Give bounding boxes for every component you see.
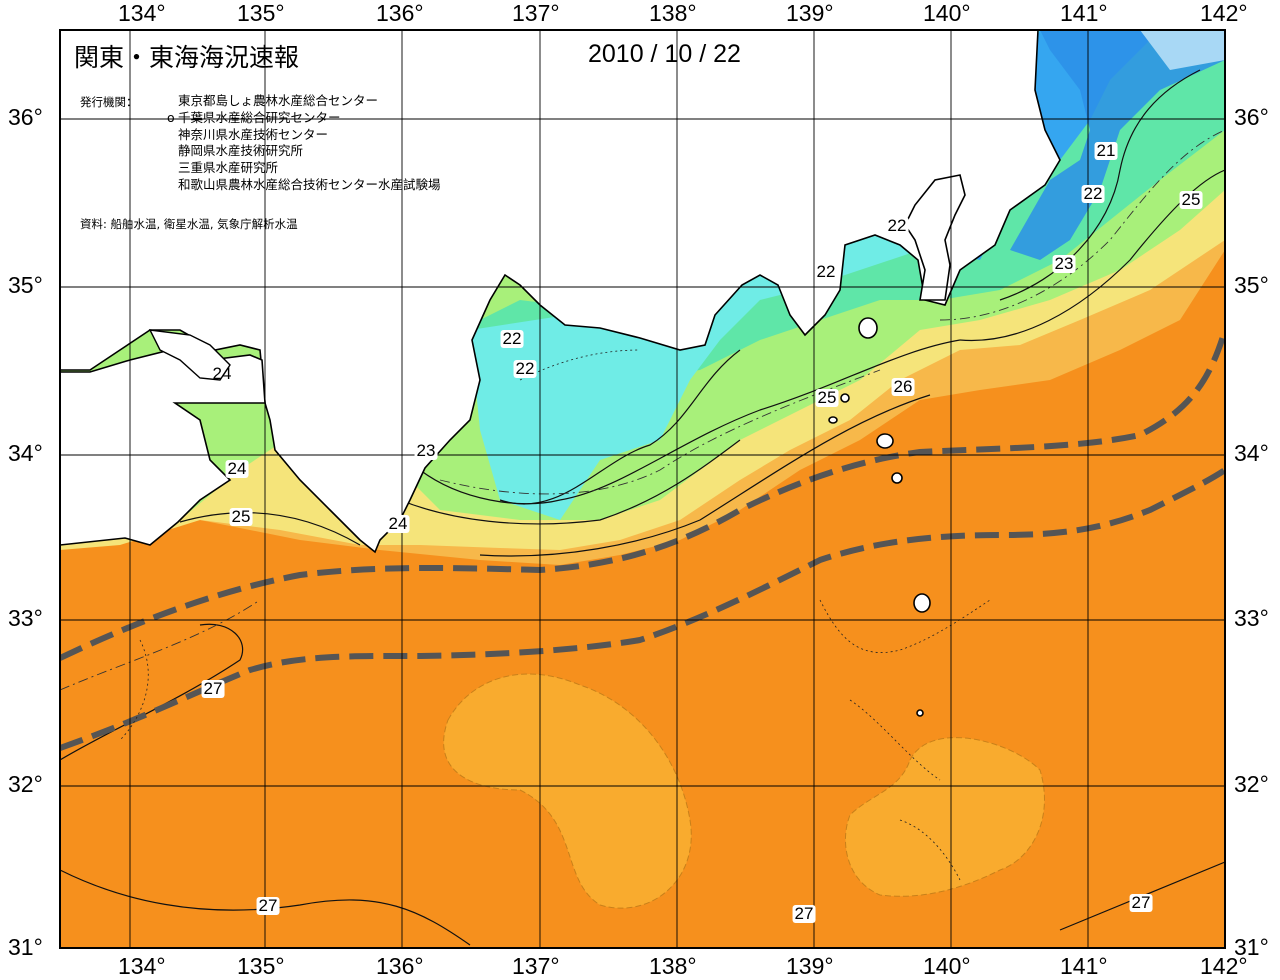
warm-eddy-east xyxy=(844,737,1045,897)
lon-tick-top: 139° xyxy=(786,0,834,26)
contour-label: 22 xyxy=(1081,184,1105,203)
lon-tick-bottom: 136° xyxy=(376,953,424,979)
lon-tick-top: 138° xyxy=(649,0,697,26)
marked-publisher-circle: o xyxy=(167,109,175,125)
isotherm-22 xyxy=(499,349,741,505)
island-small-2 xyxy=(840,393,850,403)
contour-label: 27 xyxy=(1129,893,1153,912)
lon-tick-top: 141° xyxy=(1060,0,1108,26)
lat-tick-right: 34° xyxy=(1234,440,1269,466)
contour-label: 24 xyxy=(225,459,249,478)
contour-label: 25 xyxy=(229,507,253,526)
publishers-label: 発行機関： xyxy=(80,95,138,109)
lon-tick-bottom: 137° xyxy=(512,953,560,979)
lon-tick-top: 140° xyxy=(923,0,971,26)
contour-label: 23 xyxy=(1052,254,1076,273)
lon-tick-top: 135° xyxy=(237,0,285,26)
publisher-item: 三重県水産研究所 xyxy=(178,160,279,176)
data-source: 資料: 船舶水温, 衛星水温, 気象庁解析水温 xyxy=(80,217,298,231)
publisher-item: 東京都島しょ農林水産総合センター xyxy=(178,93,379,108)
publisher-item: 神奈川県水産技術センター xyxy=(178,126,329,142)
lat-tick-right: 33° xyxy=(1234,605,1269,631)
map-title: 関東・東海海況速報 xyxy=(74,43,300,72)
isotherm-24 xyxy=(399,439,741,525)
dotted-contours xyxy=(119,349,991,881)
isotherm-26 xyxy=(479,394,931,557)
island-niijima xyxy=(876,433,894,449)
water-band-coldest xyxy=(1010,30,1225,260)
contour-label: 22 xyxy=(885,216,909,235)
contour-label: 21 xyxy=(1094,141,1118,160)
lon-tick-top: 136° xyxy=(376,0,424,26)
isotherm-25 xyxy=(179,511,361,546)
land-honshu xyxy=(60,30,1061,554)
water-band-light-blue xyxy=(1140,30,1225,70)
map-frame xyxy=(59,29,1226,949)
lat-tick-right: 32° xyxy=(1234,771,1269,797)
contour-label: 27 xyxy=(792,904,816,923)
contour-label: 22 xyxy=(814,262,838,281)
land-awaji xyxy=(148,329,231,381)
land-boso xyxy=(904,174,966,301)
publishers-list: 東京都島しょ農林水産総合センター o 千葉県水産総合研究センター 神奈川県水産技術… xyxy=(167,93,441,194)
lat-tick-left: 33° xyxy=(8,605,43,631)
isotherm-27-west xyxy=(60,623,244,761)
contour-label: 25 xyxy=(1179,190,1203,209)
lat-tick-left: 34° xyxy=(8,440,43,466)
island-hachijo xyxy=(913,593,931,613)
contour-label: 24 xyxy=(386,514,410,533)
lat-tick-left: 35° xyxy=(8,272,43,298)
lat-tick-right: 35° xyxy=(1234,272,1269,298)
contour-label: 27 xyxy=(201,679,225,698)
isotherm-25b xyxy=(959,169,1225,342)
island-miyake xyxy=(891,472,903,484)
map-date: 2010 / 10 / 22 xyxy=(588,40,741,68)
lat-tick-left: 36° xyxy=(8,104,43,130)
land xyxy=(60,30,1061,717)
contour-label: 23 xyxy=(414,441,438,460)
lat-tick-left: 32° xyxy=(8,771,43,797)
publisher-item: 静岡県水産技術研究所 xyxy=(178,143,304,159)
lon-tick-bottom: 139° xyxy=(786,953,834,979)
island-small-1 xyxy=(828,416,838,424)
lon-tick-top: 134° xyxy=(118,0,166,26)
contour-label: 26 xyxy=(891,377,915,396)
lon-tick-bottom: 142° xyxy=(1200,953,1248,979)
contour-label: 27 xyxy=(256,896,280,915)
publisher-item: o 千葉県水産総合研究センター xyxy=(167,109,341,125)
contour-label: 22 xyxy=(500,329,524,348)
graticule xyxy=(60,30,1225,948)
island-small-3 xyxy=(916,709,924,717)
lat-tick-right: 36° xyxy=(1234,104,1269,130)
isotherm-23b xyxy=(999,69,1201,301)
contour-label: 22 xyxy=(513,359,537,378)
lat-tick-left: 31° xyxy=(8,934,43,960)
contour-label: 24 xyxy=(212,364,232,383)
lon-tick-bottom: 134° xyxy=(118,953,166,979)
isotherm-lines xyxy=(60,69,1225,946)
island-oshima xyxy=(858,317,878,339)
kuroshio-axis-south xyxy=(60,467,1225,751)
lat-tick-right: 31° xyxy=(1234,934,1269,960)
lon-tick-bottom: 140° xyxy=(923,953,971,979)
lon-tick-top: 142° xyxy=(1200,0,1248,26)
isotherm-27-south xyxy=(60,869,471,946)
lon-tick-bottom: 135° xyxy=(237,953,285,979)
contour-label: 25 xyxy=(815,388,839,407)
kuroshio-axis-north xyxy=(60,329,1225,661)
kuroshio-axis xyxy=(60,329,1225,751)
warm-eddy-west xyxy=(443,673,692,909)
lon-tick-bottom: 138° xyxy=(649,953,697,979)
lon-tick-bottom: 141° xyxy=(1060,953,1108,979)
dashdot-isotherms xyxy=(60,129,1225,691)
isotherm-27-east xyxy=(1059,861,1225,931)
lon-tick-top: 137° xyxy=(512,0,560,26)
publisher-item: 和歌山県農林水産総合技術センター水産試験場 xyxy=(178,176,441,192)
